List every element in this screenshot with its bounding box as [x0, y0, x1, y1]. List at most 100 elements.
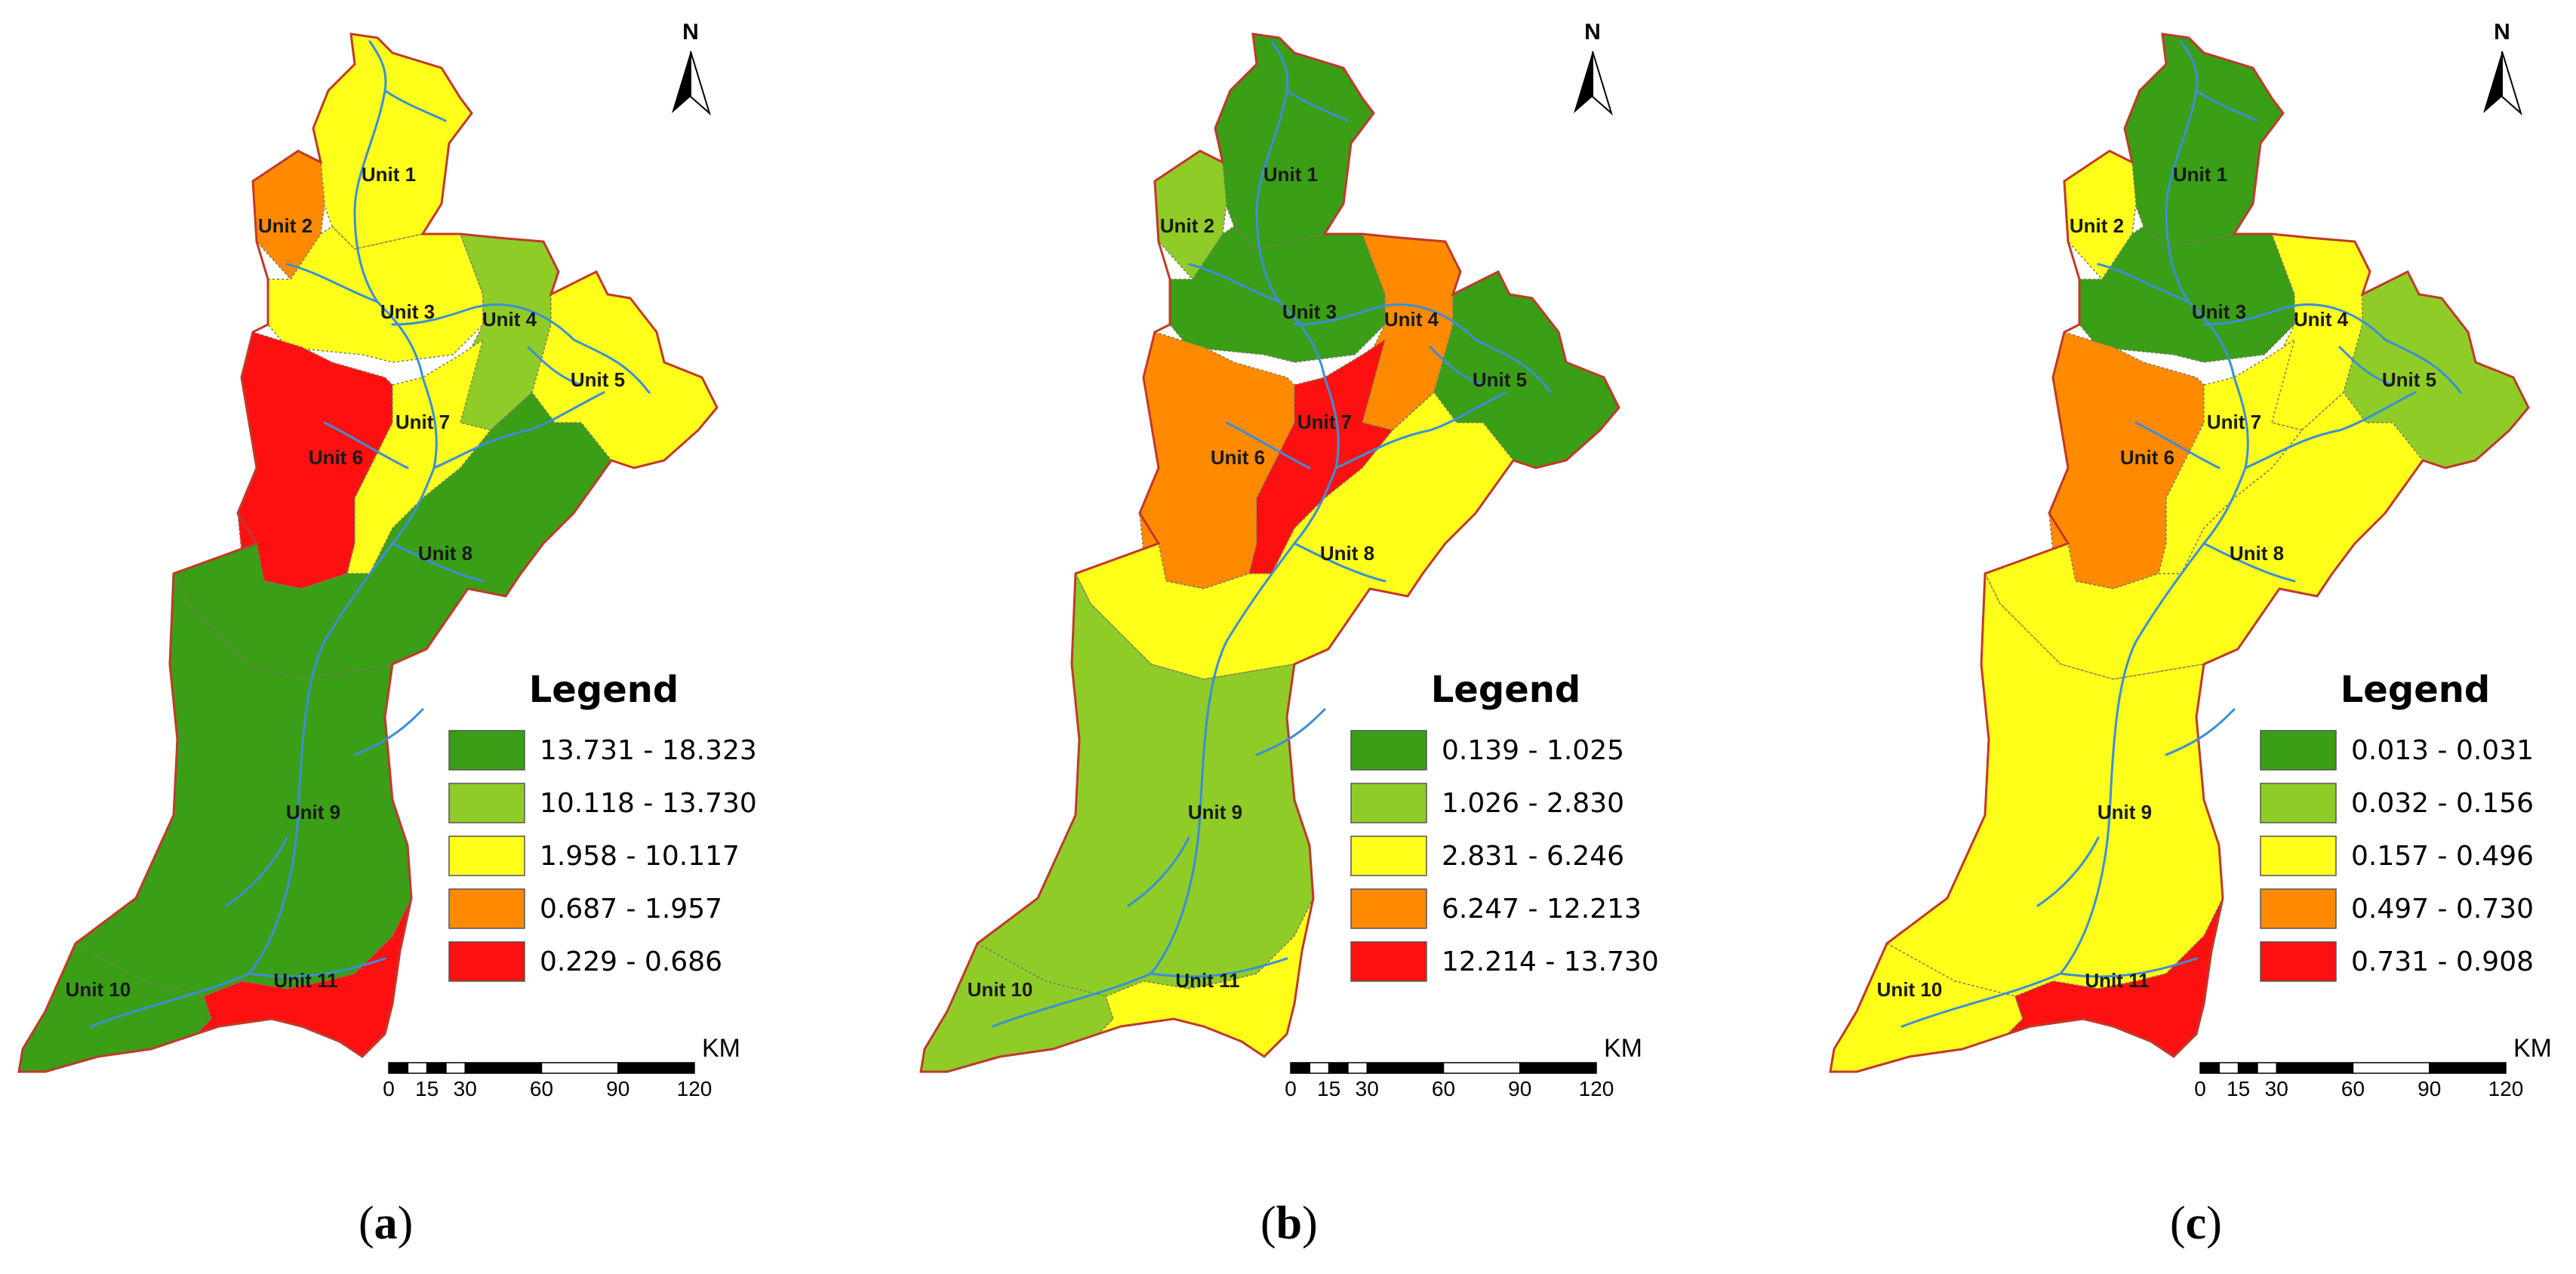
river-line	[391, 303, 651, 394]
river-line	[432, 391, 605, 469]
river-line	[2338, 346, 2394, 386]
legend-swatch	[448, 783, 525, 823]
map-panel-b: Unit 1 Unit 2 Unit 3 Unit 4 Unit 5 Unit 6 Unit…	[902, 0, 1800, 1274]
river-line	[2134, 421, 2221, 469]
legend-label: 1.958 - 10.117	[540, 841, 740, 872]
legend-swatch	[2260, 888, 2337, 929]
scale-tick-label: 0	[1285, 1077, 1297, 1100]
unit-label-3: Unit 3	[380, 300, 435, 323]
scale-unit-label: KM	[2513, 1034, 2552, 1063]
unit-label-4: Unit 4	[2294, 308, 2349, 331]
unit-label-9: Unit 9	[2097, 801, 2152, 823]
river-line	[2097, 263, 2190, 303]
scale-tick-label: 120	[677, 1077, 712, 1100]
legend-swatch	[2260, 835, 2337, 876]
legend-swatch	[1350, 835, 1427, 876]
basin-boundary	[17, 32, 719, 1073]
legend-swatch	[2260, 941, 2337, 982]
scale-tick-label: 15	[415, 1077, 439, 1100]
unit-label-9: Unit 9	[286, 801, 340, 823]
unit-label-5: Unit 5	[1473, 368, 1527, 391]
river-line	[1127, 836, 1190, 907]
river-line	[1293, 542, 1386, 583]
unit-label-5: Unit 5	[2382, 368, 2436, 391]
unit-label-9: Unit 9	[1188, 801, 1242, 823]
svg-text:N: N	[1584, 20, 1601, 45]
river-line	[1293, 303, 1553, 394]
panel-caption: (a)	[359, 1198, 414, 1249]
river-line	[1334, 391, 1507, 469]
river-line	[323, 376, 438, 643]
legend: Legend 0.139 - 1.025 1.026 - 2.830 2.831 - …	[1350, 669, 1659, 982]
map-panel-a: Unit 1 Unit 2 Unit 3 Unit 4 Unit 5 Unit 6 Unit…	[0, 0, 898, 1274]
unit-label-4: Unit 4	[482, 308, 537, 331]
basin-boundary	[1829, 32, 2530, 1073]
river-line	[1225, 376, 1340, 643]
panel-caption-letter: a	[374, 1198, 398, 1249]
panel-caption: (c)	[2170, 1198, 2222, 1249]
unit-label-2: Unit 2	[1160, 214, 1214, 237]
map-svg: Unit 1 Unit 2 Unit 3 Unit 4 Unit 5 Unit 6 Unit…	[919, 20, 1659, 1100]
svg-text:N: N	[682, 20, 699, 45]
scale-tick-label: 30	[1356, 1077, 1379, 1100]
subbasin-unit-7	[1248, 338, 1394, 574]
north-arrow-icon: N	[672, 20, 711, 116]
unit-label-8: Unit 8	[418, 542, 472, 565]
unit-label-10: Unit 10	[1877, 978, 1943, 1001]
river-line	[383, 89, 447, 122]
scale-unit-label: KM	[702, 1034, 740, 1063]
legend-title: Legend	[1431, 669, 1581, 711]
subbasin-unit-1	[1214, 33, 1374, 250]
river-line	[89, 640, 326, 1028]
river-line	[2202, 542, 2296, 583]
map-svg: Unit 1 Unit 2 Unit 3 Unit 4 Unit 5 Unit 6 Unit…	[17, 20, 757, 1100]
legend-swatch	[1350, 730, 1427, 771]
legend-swatch	[1350, 783, 1427, 823]
legend-title: Legend	[2341, 669, 2491, 711]
unit-label-11: Unit 11	[273, 969, 337, 992]
map-svg: Unit 1 Unit 2 Unit 3 Unit 4 Unit 5 Unit 6 Unit…	[1829, 20, 2552, 1100]
legend-title: Legend	[529, 669, 679, 711]
river-line	[1150, 957, 1288, 978]
scale-tick-label: 30	[2265, 1077, 2288, 1100]
legend-swatch	[1350, 941, 1427, 982]
unit-label-2: Unit 2	[258, 214, 312, 237]
unit-label-1: Unit 1	[2173, 163, 2227, 186]
legend-swatch	[448, 941, 525, 982]
unit-label-6: Unit 6	[2120, 446, 2174, 469]
unit-label-5: Unit 5	[571, 368, 625, 391]
unit-label-7: Unit 7	[1297, 411, 1352, 433]
legend-label: 0.157 - 0.496	[2351, 841, 2534, 872]
river-line	[285, 263, 379, 303]
subbasin-unit-2	[2064, 150, 2137, 281]
legend-label: 0.731 - 0.908	[2351, 946, 2534, 977]
legend-swatch	[448, 835, 525, 876]
scale-tick-label: 30	[454, 1077, 477, 1100]
legend-label: 1.026 - 2.830	[1442, 788, 1624, 819]
river-line	[1255, 708, 1326, 756]
subbasin-unit-2	[1154, 150, 1227, 281]
unit-label-2: Unit 2	[2070, 214, 2124, 237]
unit-label-10: Unit 10	[66, 978, 131, 1001]
scale-bar: 0 15 30 60 90 120 KM	[383, 1034, 740, 1100]
river-line	[2202, 303, 2462, 394]
legend-label: 0.229 - 0.686	[540, 946, 722, 977]
legend-swatch	[448, 730, 525, 771]
legend-swatch	[2260, 730, 2337, 771]
scale-tick-label: 0	[383, 1077, 395, 1100]
legend: Legend 13.731 - 18.323 10.118 - 13.730 1.95…	[448, 669, 757, 982]
legend-swatch	[448, 888, 525, 929]
unit-label-8: Unit 8	[1320, 542, 1374, 565]
basin-boundary	[919, 32, 1620, 1073]
river-line	[1900, 640, 2137, 1028]
legend-label: 0.497 - 0.730	[2351, 894, 2534, 925]
river-line	[2165, 40, 2236, 379]
river-line	[2244, 391, 2417, 469]
river-line	[2134, 376, 2249, 643]
scale-tick-label: 60	[2341, 1077, 2365, 1100]
scale-tick-label: 90	[2418, 1077, 2441, 1100]
scale-bar: 0 15 30 60 90 120 KM	[1285, 1034, 1642, 1100]
scale-bar: 0 15 30 60 90 120 KM	[2194, 1034, 2552, 1100]
subbasin-unit-11	[195, 897, 412, 1057]
panel-caption-letter: c	[2185, 1198, 2207, 1249]
